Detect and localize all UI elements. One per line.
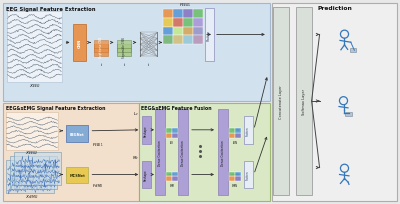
- Bar: [193, 19, 203, 27]
- Text: Flatten: Flatten: [246, 170, 250, 180]
- Bar: [235, 177, 241, 182]
- Bar: [14, 152, 62, 185]
- Bar: [345, 112, 352, 117]
- Bar: [166, 172, 172, 177]
- Bar: [173, 19, 183, 27]
- Text: Depthwise CNN: Depthwise CNN: [99, 37, 103, 58]
- Bar: [273, 8, 289, 195]
- Bar: [183, 10, 193, 19]
- Bar: [272, 4, 397, 201]
- Text: CNN: CNN: [78, 39, 82, 48]
- Bar: [163, 10, 173, 19]
- Text: Flatten: Flatten: [207, 30, 211, 41]
- Bar: [172, 133, 178, 138]
- Bar: [244, 116, 253, 144]
- Bar: [163, 27, 173, 36]
- Text: $L_v$: $L_v$: [133, 110, 139, 117]
- Text: EEGNet: EEGNet: [70, 132, 85, 136]
- Bar: [350, 48, 356, 53]
- Bar: [94, 41, 108, 49]
- Bar: [163, 36, 173, 45]
- Text: i: i: [124, 63, 125, 67]
- Text: $E_N$: $E_N$: [232, 138, 238, 146]
- Bar: [193, 10, 203, 19]
- Bar: [142, 161, 151, 188]
- Bar: [139, 103, 270, 201]
- Bar: [229, 128, 235, 133]
- Bar: [117, 41, 131, 49]
- Bar: [66, 167, 88, 184]
- Text: Reshape: Reshape: [144, 124, 148, 136]
- Text: Dense Coattention: Dense Coattention: [221, 140, 225, 166]
- Bar: [178, 109, 188, 195]
- Text: MCSNet: MCSNet: [70, 174, 85, 178]
- Text: Prediction: Prediction: [317, 6, 352, 11]
- Bar: [193, 36, 203, 45]
- Bar: [172, 177, 178, 182]
- Text: $X_{EEG2}$: $X_{EEG2}$: [25, 149, 38, 157]
- Bar: [173, 36, 183, 45]
- Bar: [173, 10, 183, 19]
- Text: $F_{EEG1}$: $F_{EEG1}$: [92, 140, 104, 148]
- Bar: [172, 172, 178, 177]
- Text: EEG Signal Feature Extraction: EEG Signal Feature Extraction: [6, 7, 95, 12]
- Text: Concatenate Layer: Concatenate Layer: [279, 85, 283, 118]
- Text: i: i: [101, 63, 102, 67]
- Bar: [244, 161, 253, 188]
- Bar: [74, 24, 86, 62]
- Text: $X_{EEG}$: $X_{EEG}$: [29, 82, 40, 90]
- Bar: [173, 27, 183, 36]
- Bar: [183, 36, 193, 45]
- Bar: [163, 19, 173, 27]
- Text: i: i: [148, 63, 149, 67]
- Bar: [6, 112, 58, 150]
- Bar: [94, 45, 108, 53]
- Bar: [172, 128, 178, 133]
- Text: $F_{EEG1}$: $F_{EEG1}$: [179, 2, 191, 9]
- Text: Dense Coattention: Dense Coattention: [181, 140, 185, 166]
- Bar: [117, 49, 131, 57]
- Text: Separable CNN: Separable CNN: [122, 37, 126, 57]
- Bar: [229, 133, 235, 138]
- Text: Dense Coattention: Dense Coattention: [158, 140, 162, 166]
- Bar: [235, 172, 241, 177]
- Text: $M_i$: $M_i$: [169, 182, 175, 189]
- Bar: [117, 45, 131, 53]
- Bar: [166, 133, 172, 138]
- Bar: [218, 109, 228, 195]
- Text: Flatten: Flatten: [246, 125, 250, 135]
- Bar: [235, 133, 241, 138]
- Bar: [10, 156, 58, 190]
- Bar: [193, 27, 203, 36]
- Bar: [296, 8, 312, 195]
- Bar: [205, 9, 214, 62]
- Bar: [183, 27, 193, 36]
- Text: EEG&sEMG Feature Fusion: EEG&sEMG Feature Fusion: [141, 105, 212, 110]
- Bar: [166, 177, 172, 182]
- Text: Reshape: Reshape: [144, 169, 148, 181]
- Text: EEG&sEMG Signal Feature Extraction: EEG&sEMG Signal Feature Extraction: [6, 105, 105, 110]
- Bar: [166, 128, 172, 133]
- Bar: [229, 177, 235, 182]
- Text: $F_{sEMG}$: $F_{sEMG}$: [92, 182, 104, 189]
- Text: $M_v$: $M_v$: [132, 154, 139, 162]
- Text: $M_N$: $M_N$: [231, 182, 238, 189]
- Bar: [142, 116, 151, 144]
- Bar: [94, 49, 108, 57]
- Bar: [155, 109, 165, 195]
- Bar: [66, 125, 88, 142]
- Bar: [6, 160, 54, 193]
- Bar: [3, 103, 139, 201]
- Text: $X_{sEMG}$: $X_{sEMG}$: [25, 193, 38, 200]
- Bar: [7, 12, 62, 83]
- Text: Softmax Layer: Softmax Layer: [302, 89, 306, 114]
- Bar: [183, 19, 193, 27]
- Text: $E_i$: $E_i$: [170, 138, 175, 146]
- Bar: [235, 128, 241, 133]
- Bar: [229, 172, 235, 177]
- Bar: [3, 4, 270, 102]
